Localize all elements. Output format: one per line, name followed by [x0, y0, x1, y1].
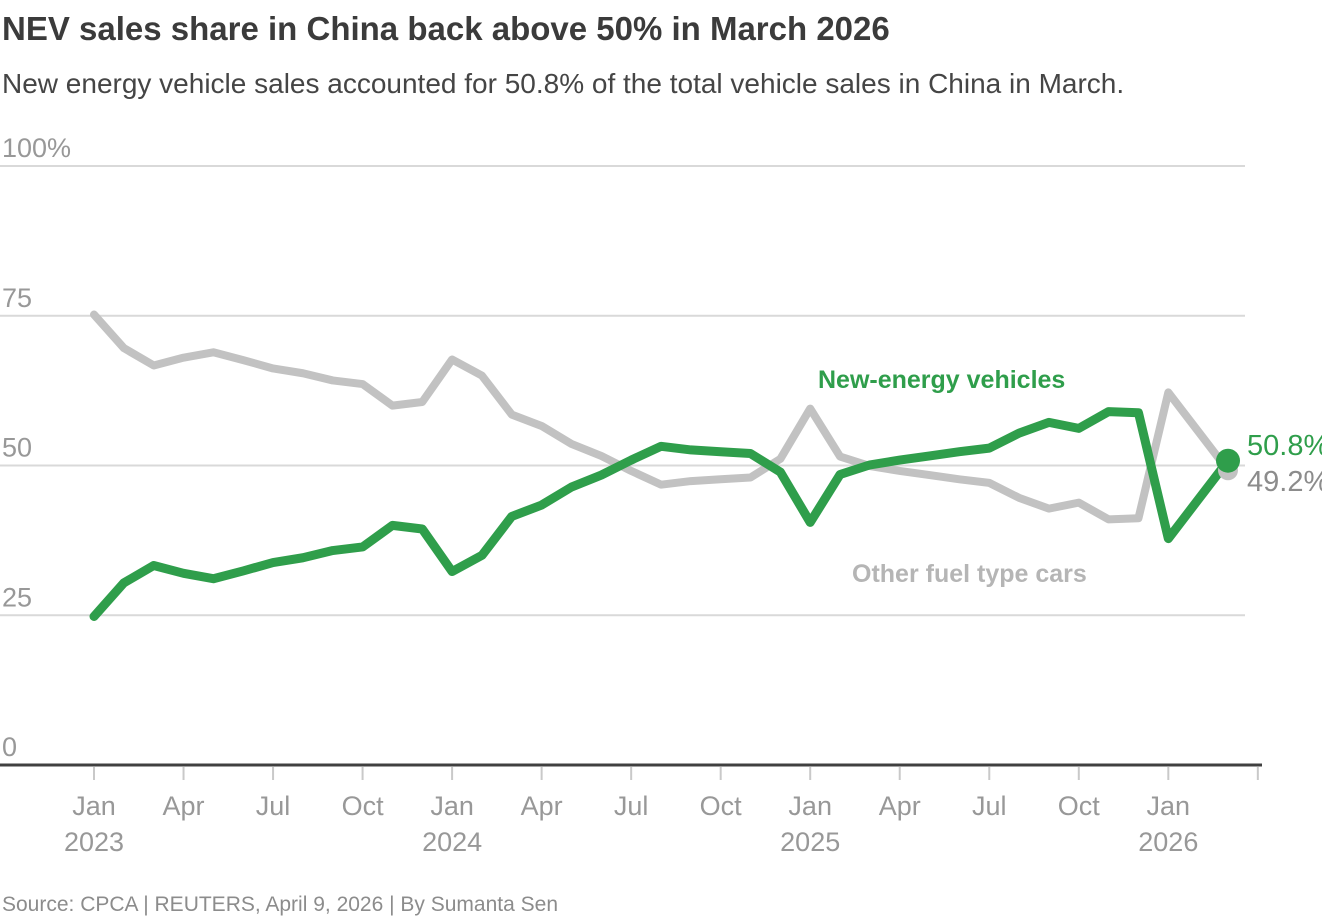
svg-text:Apr: Apr — [521, 791, 563, 821]
svg-text:2025: 2025 — [780, 827, 840, 857]
legend-label-other-fuel-type-cars: Other fuel type cars — [852, 560, 1087, 588]
svg-text:2024: 2024 — [422, 827, 482, 857]
gridlines-group: 100% 75 50 25 0 — [0, 133, 1262, 767]
svg-text:Jan: Jan — [430, 791, 474, 821]
legend-label-new-energy-vehicles: New-energy vehicles — [818, 366, 1066, 394]
svg-text:Oct: Oct — [1058, 791, 1101, 821]
svg-text:Jan: Jan — [788, 791, 832, 821]
svg-text:Jul: Jul — [256, 791, 291, 821]
svg-text:2026: 2026 — [1138, 827, 1198, 857]
page-title: NEV sales share in China back above 50% … — [2, 10, 890, 47]
svg-text:Jan: Jan — [72, 791, 116, 821]
svg-text:0: 0 — [2, 732, 17, 762]
svg-text:Jan: Jan — [1147, 791, 1191, 821]
end-value-other-fuel-type-cars: 49.2% — [1247, 466, 1322, 498]
svg-text:Jul: Jul — [972, 791, 1007, 821]
svg-text:Oct: Oct — [342, 791, 385, 821]
end-dot-new-energy-vehicles — [1216, 448, 1240, 473]
svg-text:75: 75 — [2, 283, 32, 313]
series-line-new-energy-vehicles — [89, 407, 1233, 621]
page-subtitle: New energy vehicle sales accounted for 5… — [2, 68, 1125, 99]
svg-text:Jul: Jul — [614, 791, 649, 821]
end-value-new-energy-vehicles: 50.8% — [1247, 430, 1322, 462]
svg-text:50: 50 — [2, 433, 32, 463]
svg-text:25: 25 — [2, 582, 32, 612]
series-line-other-fuel-type-cars — [90, 310, 1232, 524]
svg-text:Apr: Apr — [163, 791, 205, 821]
source-line: Source: CPCA | REUTERS, April 9, 2026 | … — [2, 893, 558, 916]
svg-text:Apr: Apr — [879, 791, 921, 821]
svg-text:100%: 100% — [2, 133, 71, 163]
svg-text:2023: 2023 — [64, 827, 124, 857]
x-axis-group: Jan 2023 Apr Jul Oct Jan 2024 Apr Jul Oct Jan 2025 A… — [64, 767, 1259, 857]
svg-text:Oct: Oct — [700, 791, 743, 821]
